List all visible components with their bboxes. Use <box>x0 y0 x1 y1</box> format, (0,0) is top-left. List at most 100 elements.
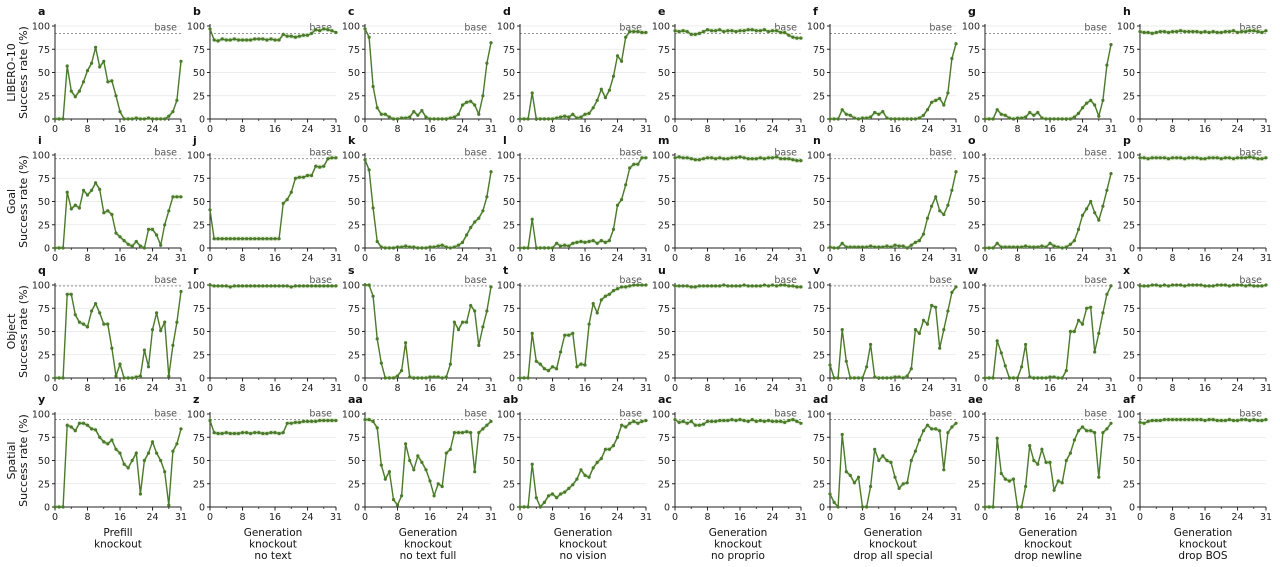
data-point <box>322 164 326 168</box>
data-point <box>179 59 183 63</box>
x-tick-label: 16 <box>1199 512 1211 523</box>
data-point <box>1060 246 1064 250</box>
data-point <box>171 110 175 114</box>
data-point <box>901 376 905 380</box>
data-point <box>400 369 404 373</box>
base-label: base <box>309 275 332 286</box>
data-point <box>1150 283 1154 287</box>
data-point <box>1015 245 1020 249</box>
data-point <box>538 505 542 509</box>
data-point <box>905 374 909 378</box>
data-point <box>917 239 922 243</box>
data-point <box>81 322 86 326</box>
data-point <box>893 117 897 121</box>
data-point <box>85 69 90 73</box>
data-point <box>395 245 400 249</box>
y-tick-label: 25 <box>38 91 50 102</box>
data-point <box>783 420 787 424</box>
y-tick-label: 100 <box>32 22 50 33</box>
data-point <box>779 30 783 35</box>
panel-letter: s <box>348 264 355 277</box>
data-point <box>489 170 493 174</box>
data-point <box>991 376 995 380</box>
data-point <box>1072 115 1076 119</box>
data-point <box>1142 284 1146 288</box>
data-point <box>1207 284 1211 288</box>
y-tick-label: 75 <box>193 304 205 315</box>
column-label-line: knockout <box>404 539 452 551</box>
data-point <box>1179 29 1183 33</box>
data-point <box>538 117 542 121</box>
data-point <box>452 245 456 249</box>
data-point <box>734 30 738 34</box>
data-point <box>1142 30 1146 35</box>
data-point <box>408 375 412 379</box>
base-label: base <box>1084 275 1107 286</box>
confidence-band <box>1140 417 1266 426</box>
data-point <box>987 117 991 121</box>
data-point <box>436 482 440 486</box>
data-point <box>400 116 404 120</box>
data-point <box>1199 30 1203 35</box>
y-tick-label: 50 <box>813 197 825 208</box>
data-point <box>77 320 81 324</box>
data-point <box>69 207 73 211</box>
data-point <box>448 246 452 250</box>
y-tick-label: 0 <box>199 115 205 126</box>
data-point <box>1052 488 1056 492</box>
data-point <box>559 350 563 354</box>
data-point <box>1020 505 1024 509</box>
data-point <box>1162 30 1166 34</box>
data-point <box>310 419 314 423</box>
data-point <box>758 284 763 288</box>
data-point <box>860 245 865 249</box>
data-point <box>1093 211 1097 215</box>
data-point <box>881 110 885 114</box>
x-tick-label: 31 <box>330 253 342 264</box>
row-label-line: Success rate (%) <box>17 155 30 248</box>
data-point <box>1162 418 1166 422</box>
data-point <box>94 181 98 185</box>
data-point <box>220 284 224 288</box>
panel-letter: l <box>503 134 507 147</box>
panel-letter: u <box>658 264 666 277</box>
data-point <box>856 475 861 479</box>
data-point <box>94 302 98 306</box>
data-point <box>265 38 269 42</box>
base-label: base <box>309 409 332 420</box>
data-point <box>1028 375 1032 379</box>
data-point <box>1007 116 1012 120</box>
x-tick-label: 8 <box>1014 124 1020 135</box>
data-point <box>253 431 257 435</box>
data-point <box>81 80 86 84</box>
data-point <box>848 376 852 380</box>
data-point <box>579 239 583 244</box>
data-point <box>134 116 138 120</box>
x-tick-label: 16 <box>1044 383 1056 394</box>
data-point <box>444 245 448 249</box>
data-point <box>799 159 803 163</box>
data-point <box>444 375 448 379</box>
data-point <box>269 237 273 241</box>
data-point <box>240 284 245 288</box>
data-point <box>408 458 412 463</box>
data-point <box>134 375 138 379</box>
data-point <box>473 103 477 107</box>
data-point <box>155 451 159 455</box>
y-tick-label: 25 <box>193 220 205 231</box>
column-label-line: Generation <box>399 527 458 539</box>
data-point <box>208 208 212 212</box>
y-tick-label: 0 <box>44 503 50 514</box>
base-label: base <box>619 148 642 159</box>
data-point <box>150 117 155 121</box>
confidence-band <box>365 26 491 119</box>
data-point <box>925 108 930 112</box>
data-point <box>118 235 122 239</box>
x-tick-label: 8 <box>704 253 710 264</box>
data-point <box>1146 157 1150 161</box>
data-point <box>293 420 297 424</box>
base-label: base <box>154 275 177 286</box>
x-tick-label: 31 <box>950 124 962 135</box>
data-point <box>1028 110 1032 115</box>
data-point <box>860 116 865 120</box>
